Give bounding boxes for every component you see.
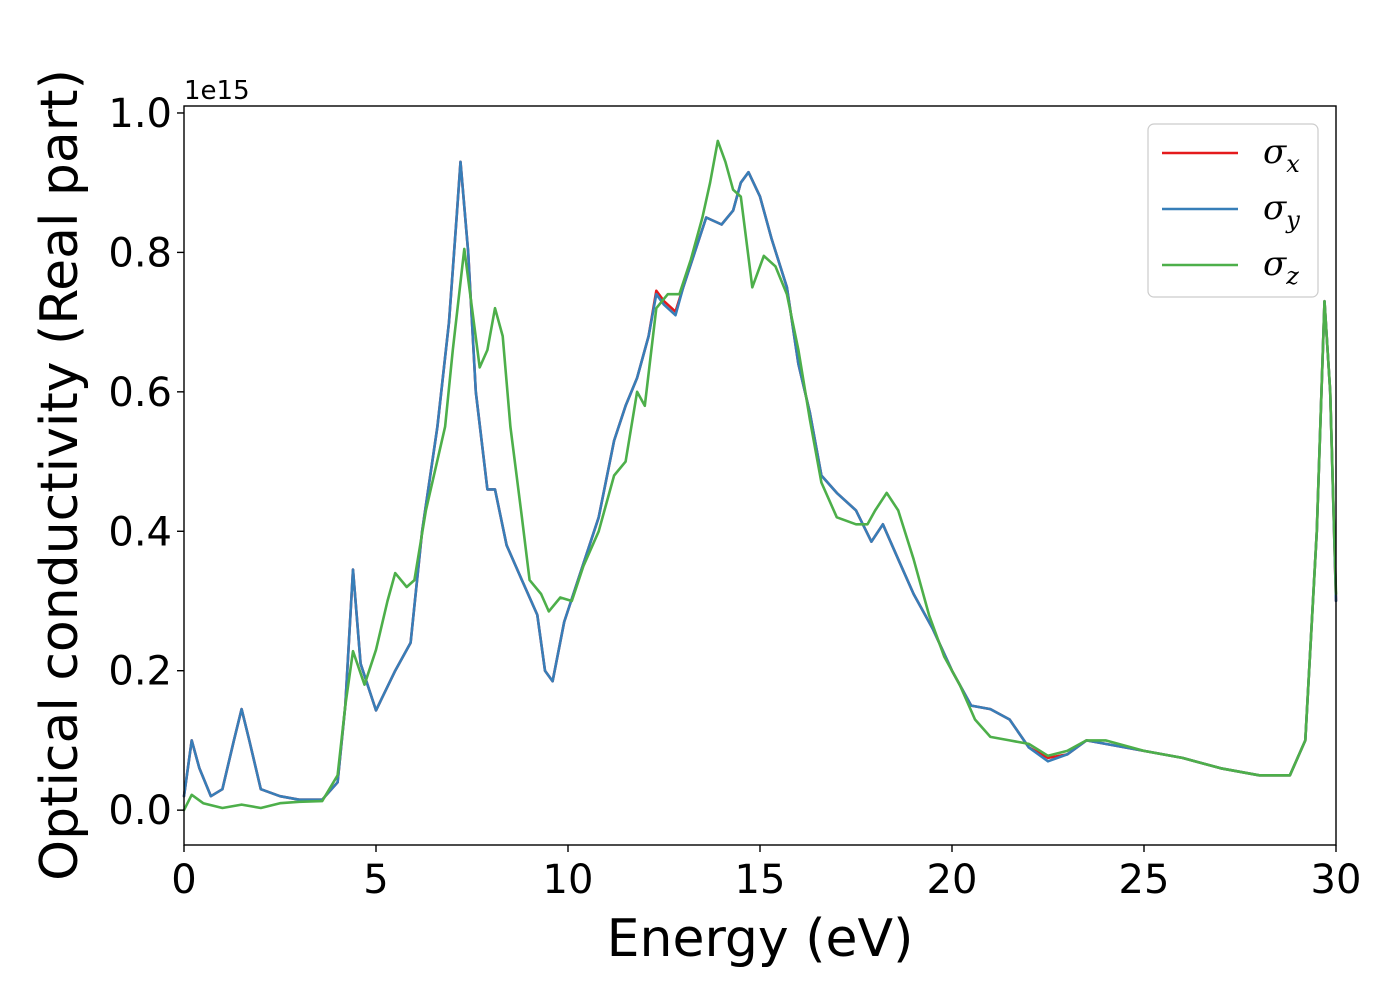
x-tick-label: 15 xyxy=(735,857,786,903)
y-tick-label: 0.2 xyxy=(108,649,172,695)
series-line-y xyxy=(182,160,1338,801)
x-tick-label: 10 xyxy=(543,857,594,903)
x-tick-label: 20 xyxy=(927,857,978,903)
x-tick-label: 5 xyxy=(363,857,388,903)
legend-label-x: σx xyxy=(1263,132,1300,178)
x-tick-label: 30 xyxy=(1311,857,1362,903)
series-line-z xyxy=(182,139,1338,812)
y-axis: 0.0 0.2 0.4 0.6 0.8 1.0 xyxy=(108,91,184,834)
y-tick-label: 0.0 xyxy=(108,788,172,834)
legend-frame xyxy=(1147,123,1319,298)
x-tick-label: 0 xyxy=(171,857,196,903)
y-axis-label: Optical conductivity (Real part) xyxy=(30,69,90,881)
legend-label-z: σz xyxy=(1263,244,1299,290)
legend: σx σy σz xyxy=(1147,123,1319,298)
x-axis: 0 5 10 15 20 25 30 xyxy=(171,845,1361,903)
legend-label-y: σy xyxy=(1263,188,1300,234)
y-tick-label: 0.8 xyxy=(108,230,172,276)
x-tick-label: 25 xyxy=(1119,857,1170,903)
y-offset-label: 1e15 xyxy=(184,76,250,106)
series-layer xyxy=(182,139,1338,812)
y-tick-label: 1.0 xyxy=(108,91,172,137)
y-tick-label: 0.4 xyxy=(108,509,172,555)
x-axis-label: Energy (eV) xyxy=(607,909,914,969)
y-tick-label: 0.6 xyxy=(108,370,172,416)
